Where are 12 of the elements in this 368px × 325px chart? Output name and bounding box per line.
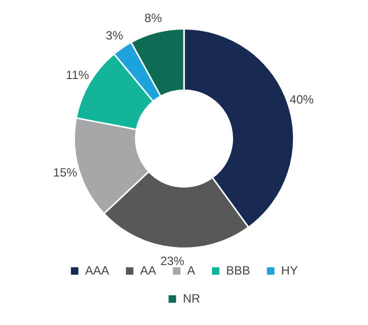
legend-label: NR [182, 291, 200, 306]
legend-label: AA [140, 263, 156, 278]
legend-label: AAA [85, 263, 110, 278]
data-label: 8% [144, 10, 162, 25]
data-label: 40% [290, 92, 314, 107]
data-label: 23% [160, 254, 185, 268]
data-label: 11% [66, 68, 90, 82]
legend-label: BBB [226, 263, 250, 278]
data-label: 15% [53, 165, 78, 180]
data-label: 3% [106, 28, 124, 42]
legend-label: HY [281, 263, 298, 278]
legend-label: A [187, 263, 196, 278]
